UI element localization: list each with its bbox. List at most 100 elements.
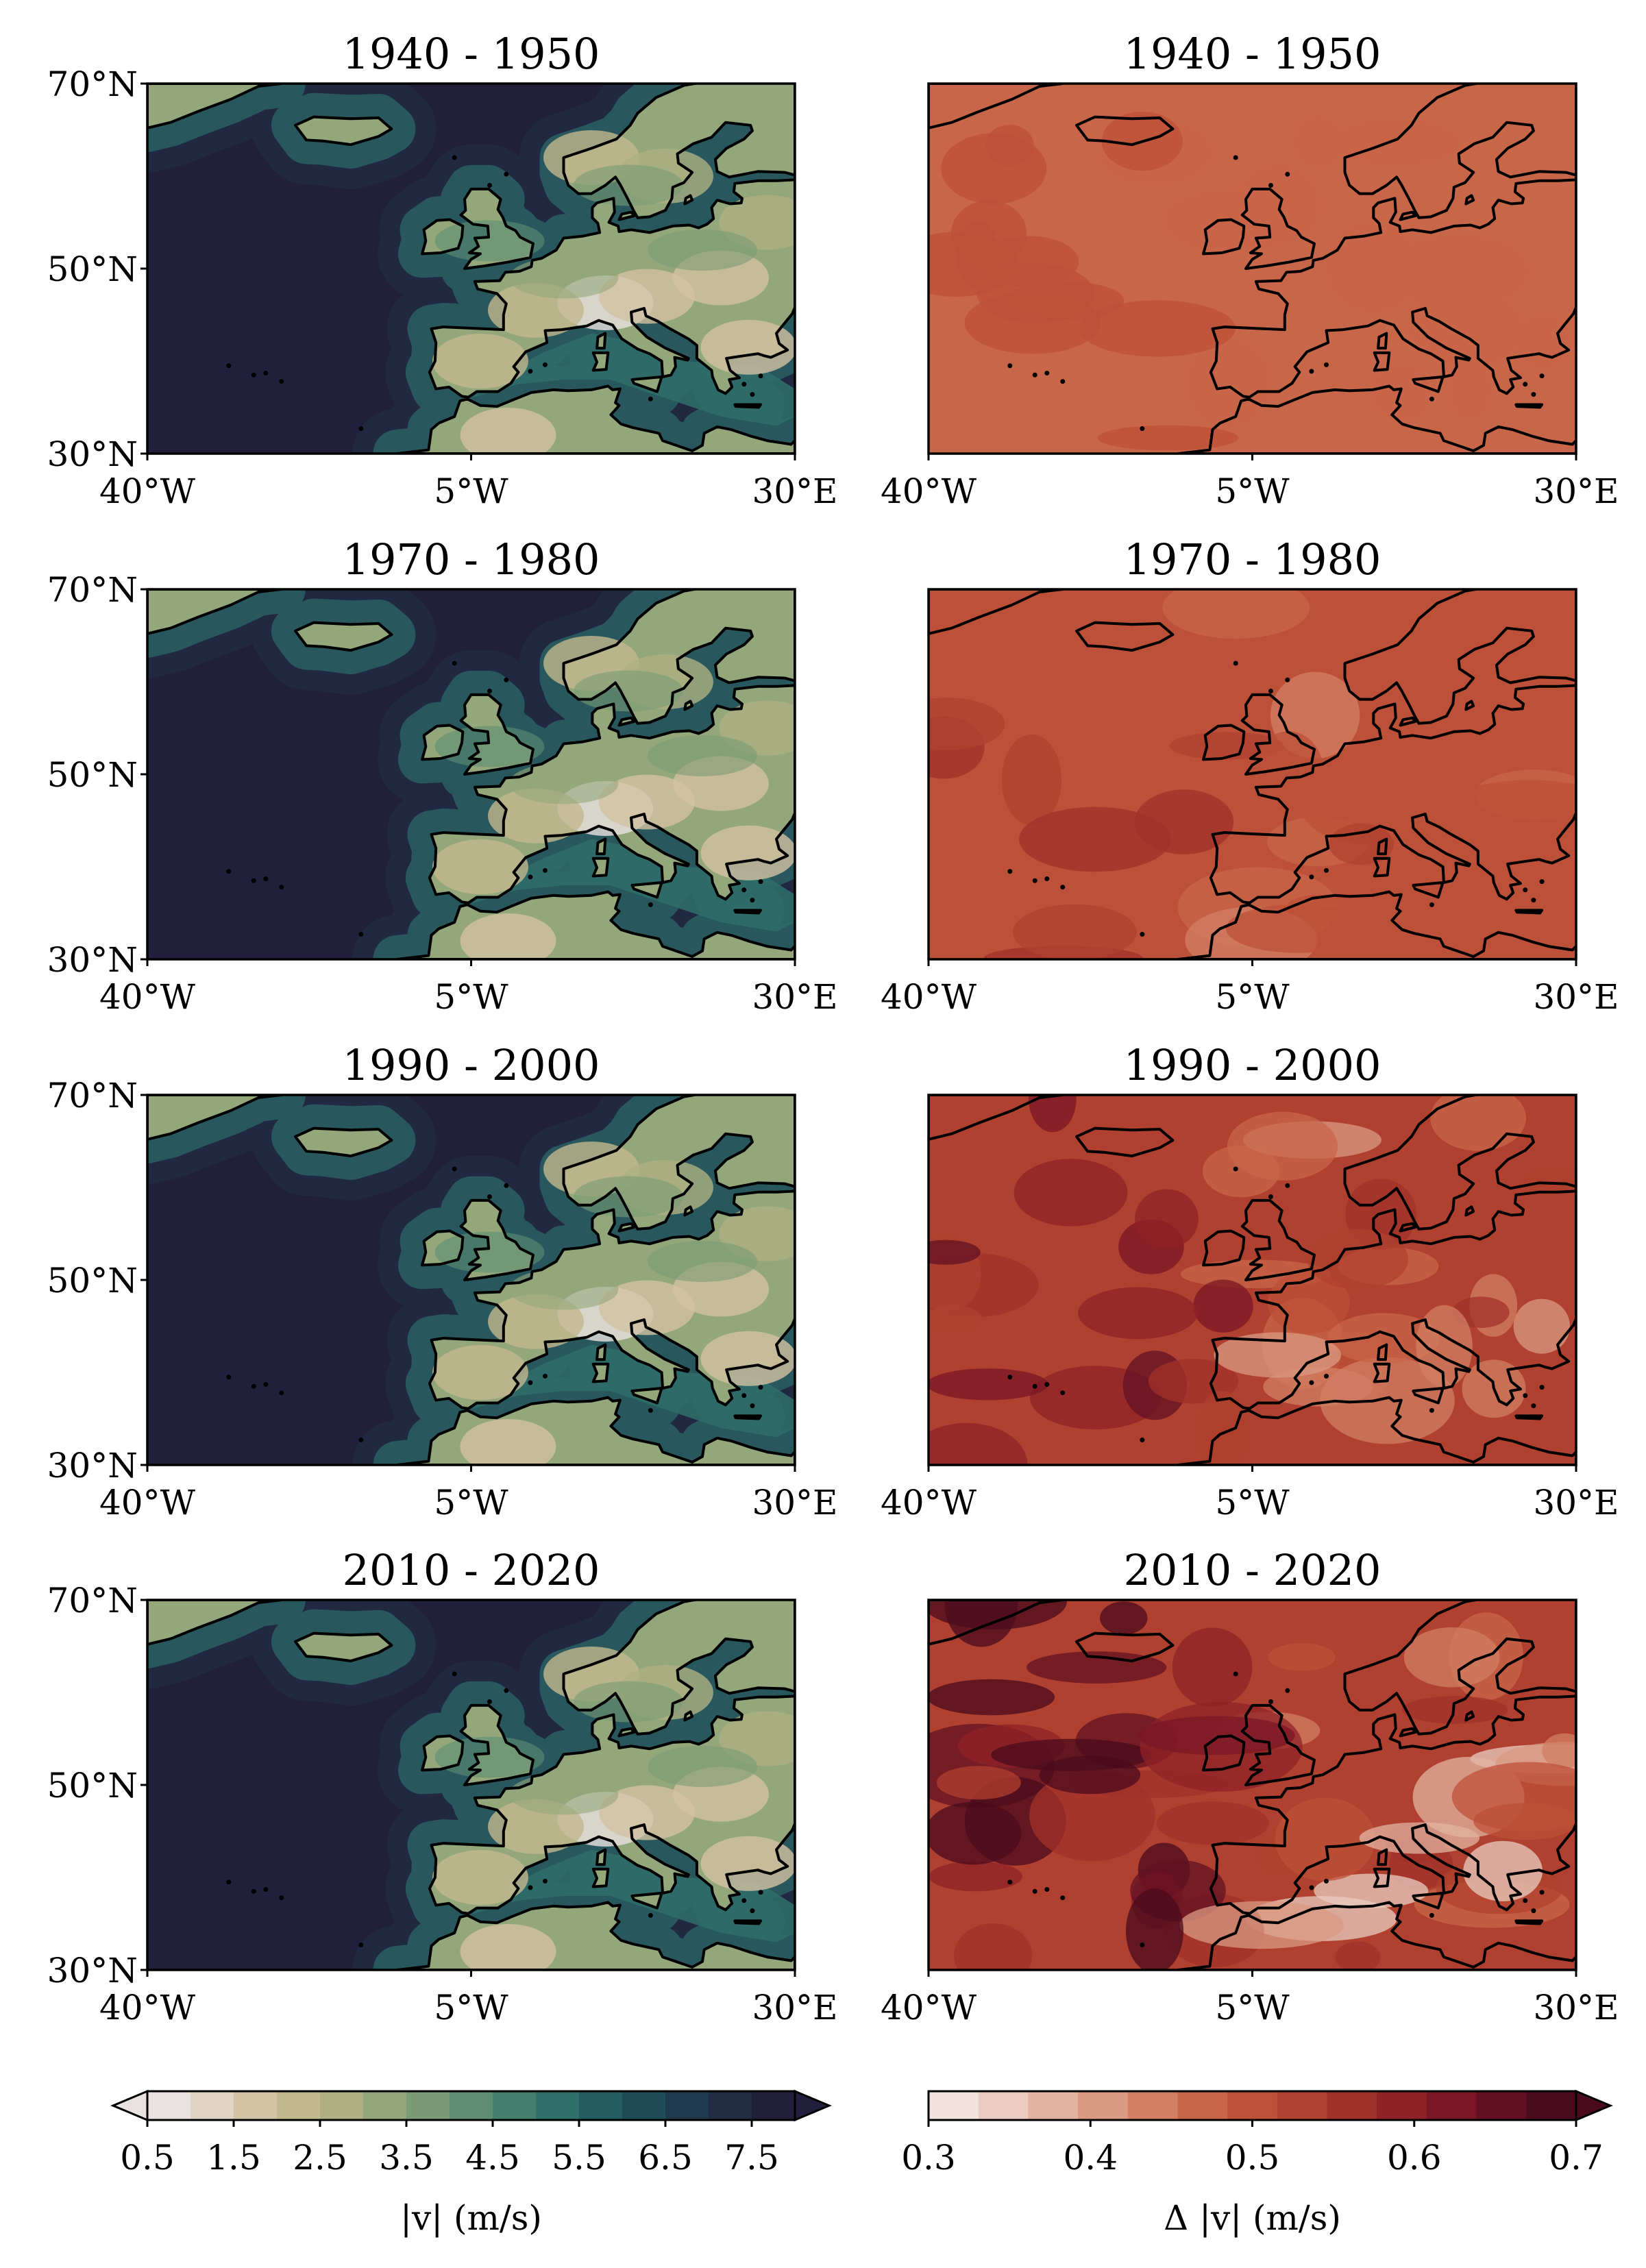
map-panel-left-1: 1970 - 1980 40°W 5°W 30°E 30°N 50°N 70°N: [47, 534, 838, 1017]
delta-patch: [1188, 338, 1270, 428]
colorbar-tick-label: 6.5: [638, 2138, 693, 2178]
delta-patch: [1408, 290, 1524, 367]
y-tick-label: 50°N: [47, 249, 138, 289]
x-tick-label: 40°W: [881, 1483, 977, 1523]
y-tick-label: 50°N: [47, 1261, 138, 1301]
colorbar-tick-label: 0.5: [120, 2138, 175, 2178]
island-marker: [279, 379, 284, 384]
island-marker: [543, 362, 548, 367]
colorbar-swatch: [191, 2091, 234, 2120]
island-marker: [371, 1480, 376, 1485]
island-marker: [758, 1890, 763, 1895]
island-marker: [1539, 1385, 1545, 1390]
island-marker: [1007, 1879, 1013, 1885]
colorbar-label: Δ |v| (m/s): [1164, 2198, 1341, 2238]
field-layer: [929, 1600, 1576, 1970]
colorbar-swatch: [1277, 2091, 1328, 2120]
delta-patch: [1453, 780, 1576, 823]
moderate-speed-area: [574, 1681, 683, 1723]
land-layer: [147, 589, 795, 959]
colorbar-swatch: [709, 2091, 752, 2120]
delta-patch: [1078, 1287, 1198, 1340]
island-marker: [648, 1407, 653, 1413]
delta-patch: [1513, 1298, 1570, 1354]
y-tick-label: 50°N: [47, 755, 138, 795]
panel-title: 1940 - 1950: [343, 29, 600, 79]
colorbar-swatch: [1078, 2091, 1129, 2120]
x-tick-label: 30°E: [752, 977, 837, 1017]
island-marker: [750, 1908, 755, 1914]
island-marker: [1285, 1688, 1290, 1693]
delta-patch: [1253, 731, 1325, 817]
delta-patch: [929, 911, 1033, 959]
island-marker: [1044, 876, 1050, 882]
delta-patch: [929, 1679, 1055, 1716]
delta-patch: [1472, 864, 1524, 952]
colorbar-tick-label: 3.5: [379, 2138, 434, 2178]
island-marker: [226, 1375, 232, 1380]
colorbar-tick-label: 0.4: [1063, 2138, 1118, 2178]
moderate-speed-area: [508, 1268, 619, 1310]
delta-patch: [1327, 221, 1418, 312]
low-speed-area: [700, 1836, 795, 1891]
delta-patch: [1302, 772, 1442, 845]
colorbar-tick-label: 5.5: [552, 2138, 606, 2178]
x-tick-label: 5°W: [434, 1483, 508, 1523]
y-tick-label: 30°N: [47, 1446, 138, 1486]
low-speed-area: [460, 408, 556, 454]
coastline: [147, 589, 795, 959]
low-speed-area: [700, 825, 795, 880]
colorbar-swatch: [450, 2091, 493, 2120]
moderate-speed-area: [508, 257, 619, 299]
island-marker: [358, 932, 364, 937]
island-marker: [543, 1878, 548, 1884]
delta-patch: [1542, 1733, 1576, 1768]
island-marker: [1539, 373, 1545, 379]
panel-title: 1990 - 2000: [343, 1040, 600, 1090]
x-tick-label: 40°W: [99, 977, 196, 1017]
field-layer: [147, 84, 795, 454]
island-marker: [1429, 396, 1434, 402]
island-marker: [1268, 1194, 1273, 1199]
colorbar-tick-label: 0.5: [1225, 2138, 1280, 2178]
colorbar-tick-label: 4.5: [465, 2138, 520, 2178]
delta-patch: [929, 698, 1005, 750]
delta-patch: [929, 1305, 983, 1332]
island-marker: [358, 1438, 364, 1443]
low-speed-area: [599, 774, 695, 830]
island-marker: [1153, 1480, 1157, 1485]
colorbar-swatch: [1127, 2091, 1179, 2120]
panel-title: 1940 - 1950: [1124, 29, 1381, 79]
colorbar-extend-max: [794, 2089, 832, 2122]
colorbar-swatch: [234, 2091, 278, 2120]
panel-title: 1990 - 2000: [1124, 1040, 1381, 1090]
island-marker: [1060, 1390, 1066, 1396]
colorbar-label: |v| (m/s): [400, 2198, 542, 2238]
y-tick-label: 30°N: [47, 434, 138, 474]
delta-patch: [1294, 115, 1342, 169]
colorbar-swatch: [622, 2091, 666, 2120]
low-speed-area: [432, 839, 528, 894]
panel-title: 2010 - 2020: [1124, 1545, 1381, 1595]
island-marker: [1309, 1885, 1314, 1890]
island-marker: [487, 689, 492, 693]
delta-patch: [1451, 1762, 1576, 1832]
map-panel-right-0: 1940 - 1950 40°W 5°W 30°E: [881, 29, 1619, 511]
x-tick-label: 40°W: [881, 977, 977, 1017]
delta-patch: [1331, 119, 1460, 166]
delta-patch: [1463, 1840, 1543, 1901]
moderate-speed-area: [508, 763, 619, 804]
colorbar-tick-label: 7.5: [724, 2138, 779, 2178]
low-speed-area: [432, 1850, 528, 1905]
island-marker: [1309, 1380, 1314, 1385]
colorbar-swatch: [363, 2091, 407, 2120]
island-marker: [504, 171, 509, 177]
moderate-speed-area: [648, 1746, 757, 1787]
island-marker: [741, 1393, 747, 1398]
low-speed-area: [432, 1345, 528, 1400]
island-marker: [226, 363, 232, 369]
island-marker: [1324, 362, 1329, 367]
colorbar-swatch: [277, 2091, 321, 2120]
moderate-speed-area: [508, 1773, 619, 1815]
